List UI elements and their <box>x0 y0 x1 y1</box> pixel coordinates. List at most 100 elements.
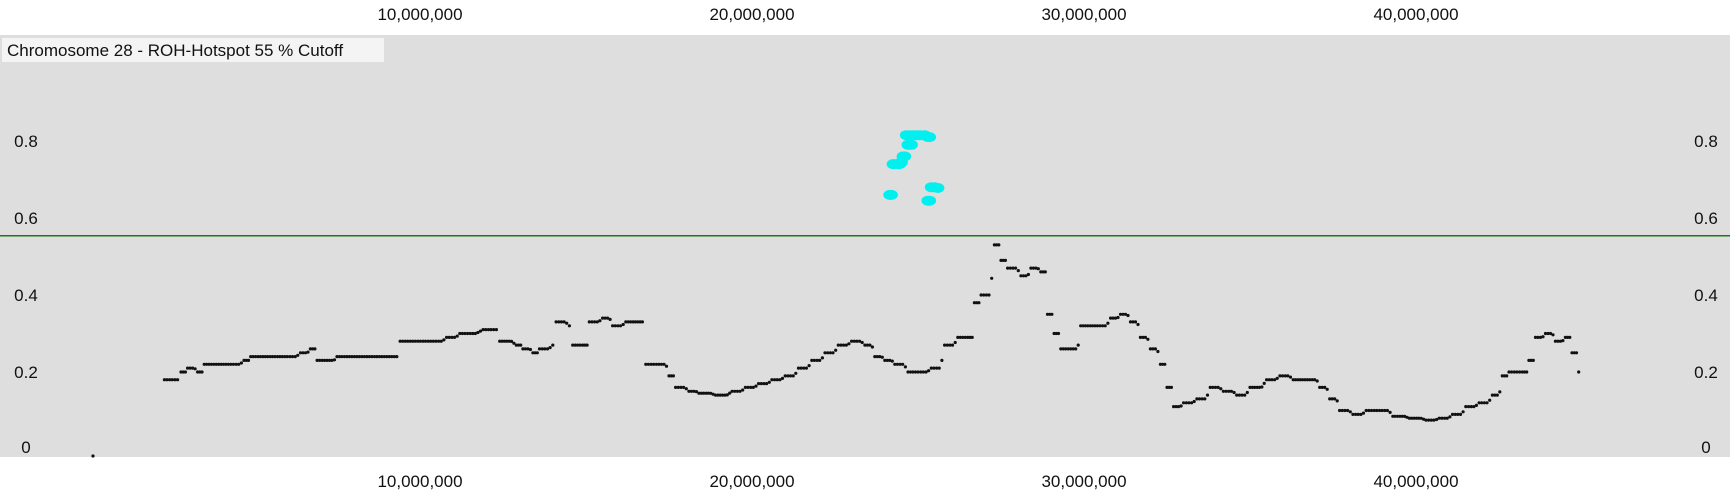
y-tick-label-left-3: 0.6 <box>14 209 38 228</box>
data-point-7 <box>181 370 185 374</box>
data-point-270 <box>847 342 851 346</box>
data-point-116 <box>452 335 457 339</box>
data-point-157 <box>557 320 561 324</box>
data-point-47 <box>278 355 282 359</box>
data-point-532 <box>1507 370 1511 374</box>
hotspot-point-8 <box>898 151 912 162</box>
data-point-506 <box>1440 416 1444 420</box>
data-point-281 <box>875 355 879 359</box>
data-point-294 <box>908 370 913 374</box>
data-point-502 <box>1429 418 1433 422</box>
data-point-365 <box>1083 324 1087 328</box>
data-point-328 <box>995 243 999 247</box>
data-point-100 <box>411 339 415 343</box>
data-point-340 <box>1024 274 1028 278</box>
data-point-103 <box>418 339 423 343</box>
data-point-449 <box>1296 378 1300 382</box>
data-point-410 <box>1195 397 1199 401</box>
data-point-308 <box>945 343 949 347</box>
data-point-221 <box>718 393 722 397</box>
data-point-264 <box>831 351 835 355</box>
data-point-537 <box>1520 370 1524 374</box>
data-point-423 <box>1229 389 1233 393</box>
data-point-496 <box>1414 416 1419 420</box>
data-point-112 <box>442 338 446 342</box>
data-point-339 <box>1021 274 1025 278</box>
data-point-521 <box>1480 401 1484 405</box>
data-point-216 <box>706 391 711 395</box>
data-point-111 <box>439 339 443 343</box>
data-point-170 <box>590 320 594 324</box>
data-point-196 <box>657 362 661 366</box>
data-point-357 <box>1064 347 1068 351</box>
data-point-418 <box>1216 385 1220 389</box>
data-point-151 <box>540 347 544 351</box>
data-point-267 <box>839 343 843 347</box>
data-point-297 <box>916 370 920 374</box>
data-point-513 <box>1458 412 1463 416</box>
data-point-226 <box>730 389 734 393</box>
data-point-269 <box>844 343 848 347</box>
data-point-245 <box>780 376 785 380</box>
data-point-265 <box>834 348 838 352</box>
data-point-461 <box>1325 387 1329 391</box>
data-point-218 <box>711 392 715 396</box>
data-point-517 <box>1469 405 1473 409</box>
data-point-202 <box>671 374 676 378</box>
data-point-429 <box>1245 390 1249 395</box>
data-point-239 <box>765 382 769 386</box>
data-point-450 <box>1298 378 1302 382</box>
data-point-533 <box>1510 370 1514 374</box>
data-point-63 <box>318 358 322 362</box>
data-point-510 <box>1450 412 1455 416</box>
data-point-364 <box>1081 324 1085 328</box>
data-point-443 <box>1280 374 1285 378</box>
data-point-538 <box>1522 370 1527 374</box>
data-point-391 <box>1148 347 1152 351</box>
data-point-88 <box>380 355 384 359</box>
data-point-472 <box>1354 412 1358 416</box>
data-point-260 <box>820 356 825 360</box>
data-point-388 <box>1141 335 1145 339</box>
data-point-263 <box>828 351 833 355</box>
data-point-456 <box>1313 378 1317 382</box>
data-point-93 <box>392 355 396 359</box>
data-point-185 <box>629 320 633 324</box>
data-point-95 <box>398 339 402 343</box>
data-point-465 <box>1335 399 1339 403</box>
data-point-314 <box>961 335 965 339</box>
x-tick-label-top-3: 40,000,000 <box>1373 5 1458 24</box>
data-point-139 <box>512 341 516 345</box>
data-point-531 <box>1505 374 1509 378</box>
data-point-490 <box>1400 414 1404 418</box>
data-point-377 <box>1113 316 1118 320</box>
data-point-179 <box>613 324 617 328</box>
data-point-121 <box>466 331 470 336</box>
data-point-127 <box>481 328 485 332</box>
data-point-561 <box>1577 370 1581 374</box>
data-point-123 <box>471 331 475 336</box>
data-point-399 <box>1167 385 1171 389</box>
data-point-298 <box>919 370 923 374</box>
data-point-383 <box>1128 320 1133 324</box>
data-point-293 <box>906 370 910 374</box>
data-point-375 <box>1109 316 1113 320</box>
data-point-400 <box>1169 385 1173 389</box>
data-point-54 <box>296 353 300 357</box>
data-point-210 <box>692 389 696 393</box>
data-point-75 <box>347 355 351 359</box>
data-point-271 <box>850 339 854 343</box>
data-point-105 <box>424 339 428 343</box>
data-point-468 <box>1343 408 1347 413</box>
data-point-107 <box>429 339 433 343</box>
data-point-471 <box>1351 412 1355 416</box>
data-point-184 <box>626 320 630 324</box>
data-point-129 <box>486 328 490 332</box>
data-point-174 <box>601 316 605 320</box>
data-point-29 <box>234 362 238 366</box>
data-point-362 <box>1076 343 1080 347</box>
data-point-169 <box>587 320 591 324</box>
data-point-351 <box>1050 312 1054 316</box>
hotspot-point-1 <box>884 189 898 200</box>
data-point-539 <box>1525 370 1529 374</box>
